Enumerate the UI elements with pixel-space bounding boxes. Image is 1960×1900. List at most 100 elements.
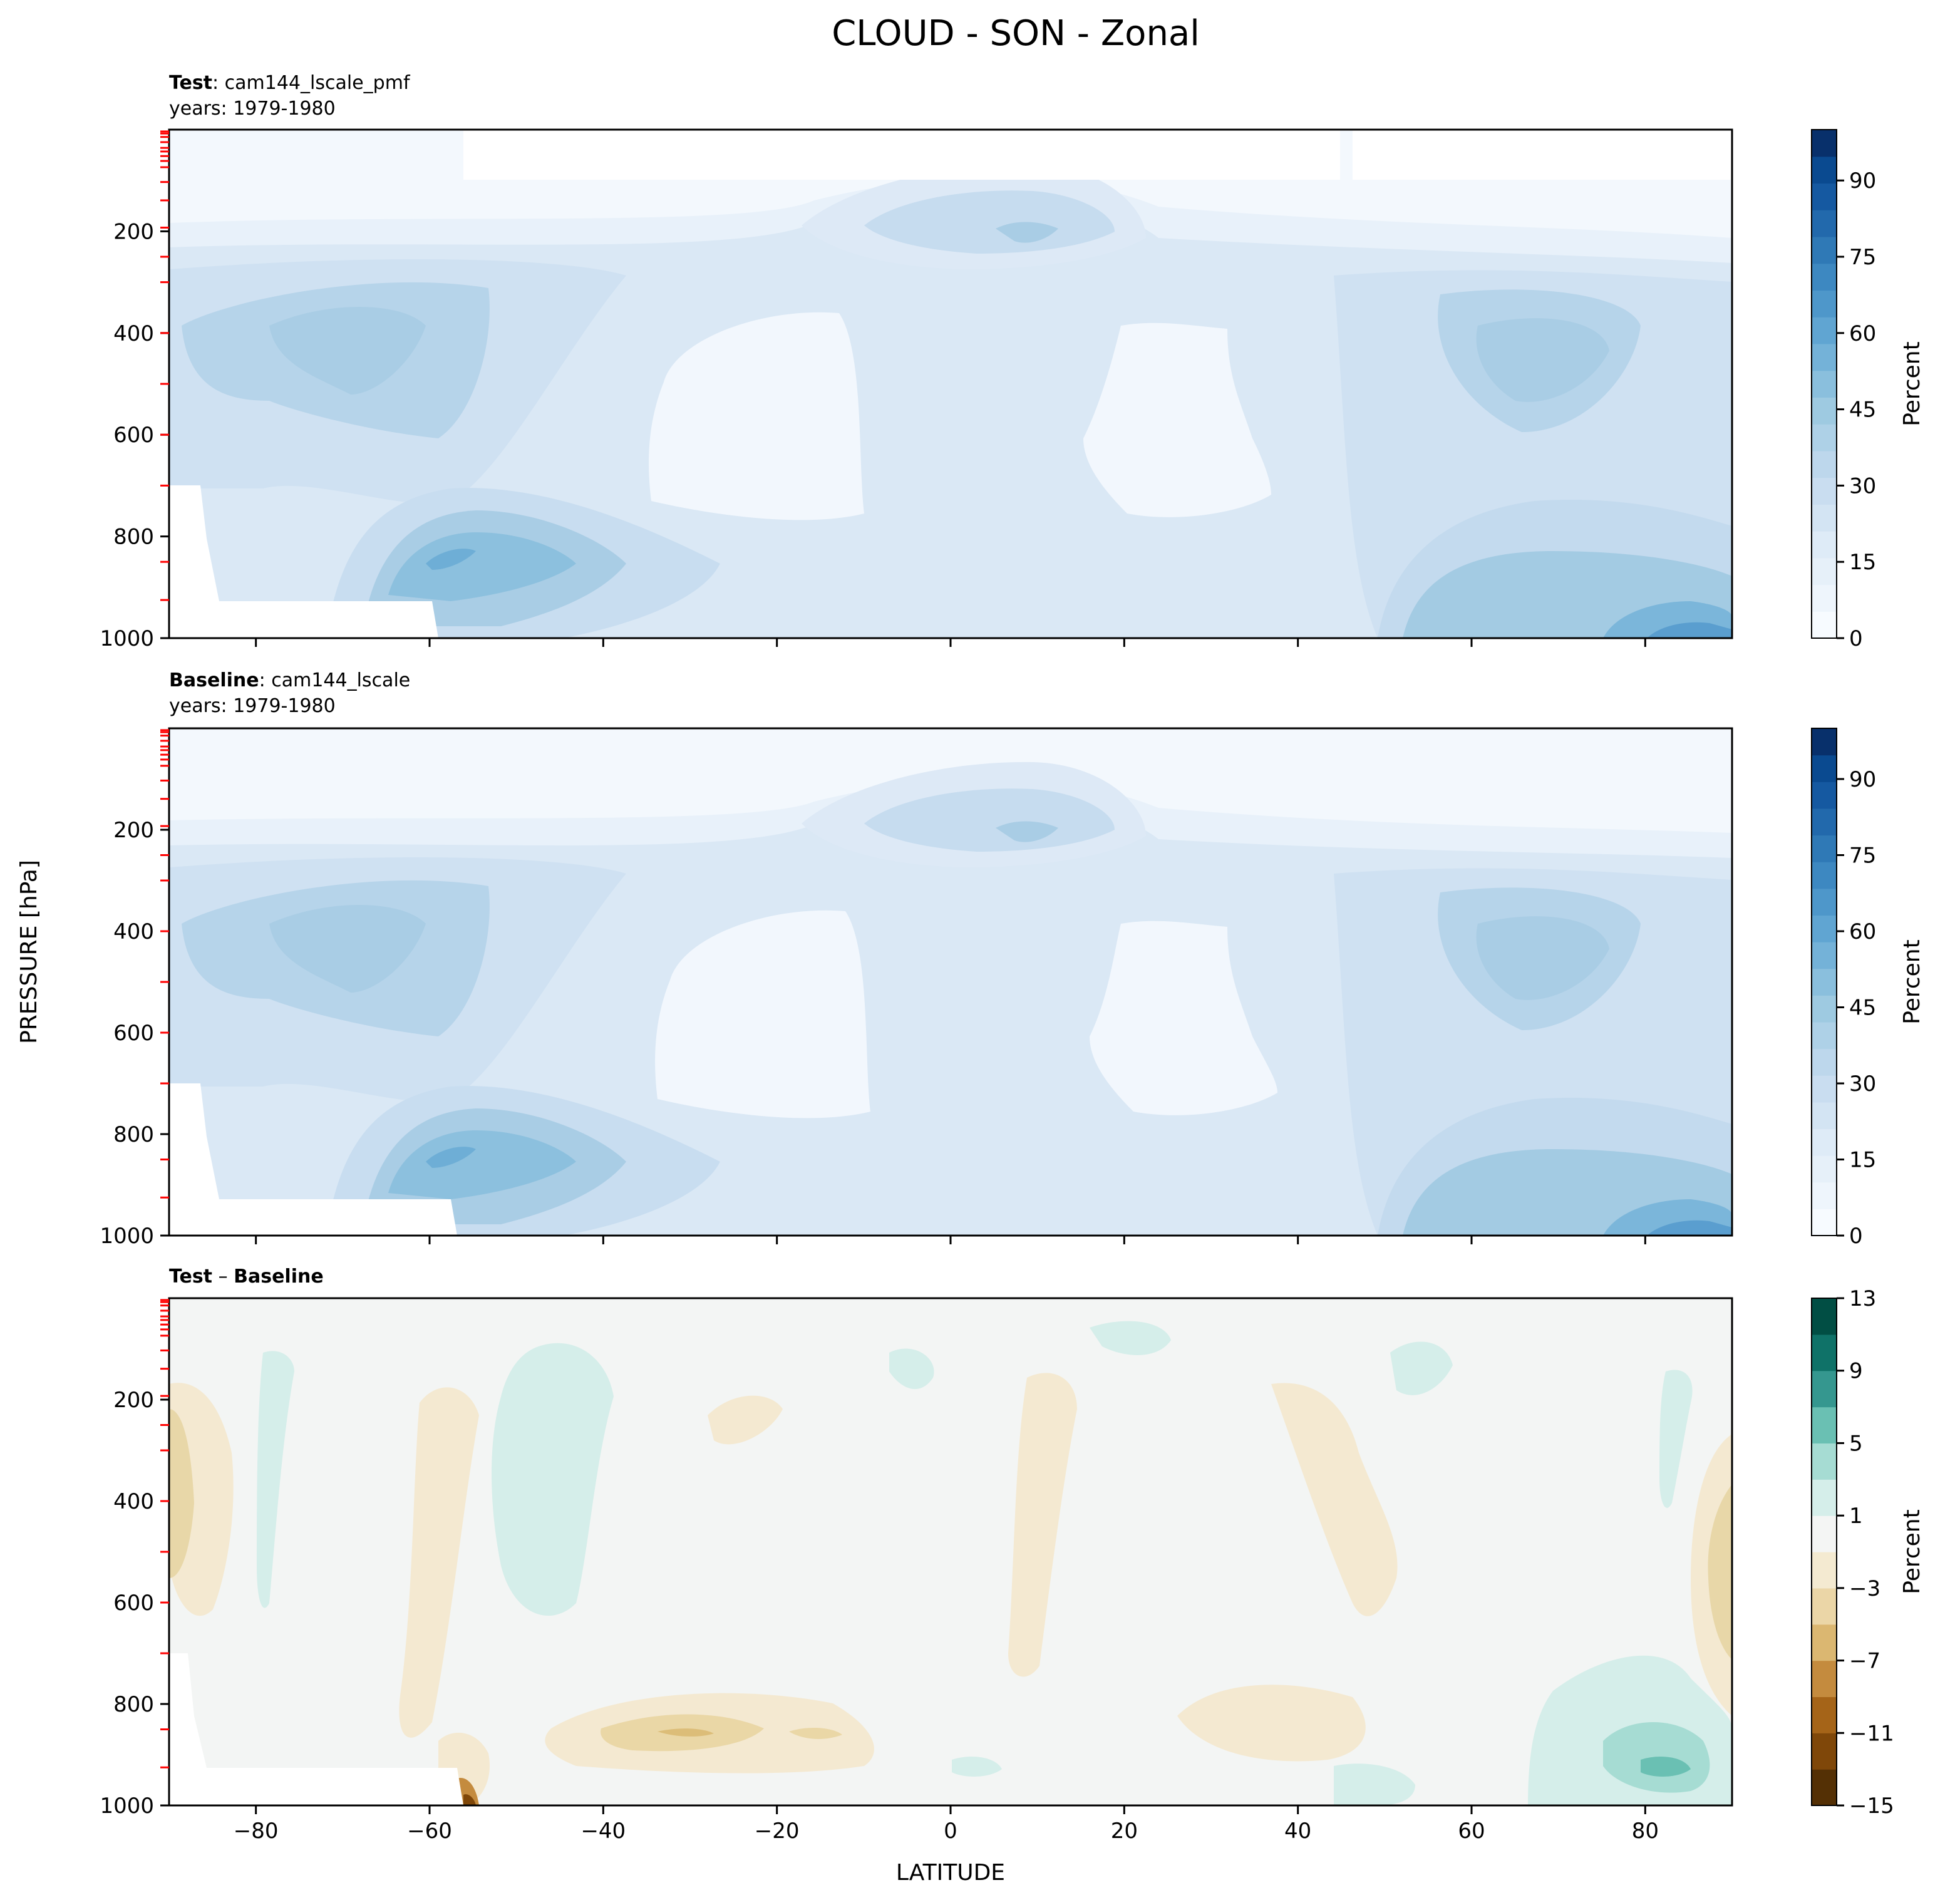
colorbar-tick-label: −15 xyxy=(1849,1794,1894,1819)
colorbar-swatch xyxy=(1812,156,1837,184)
contour-band-32 xyxy=(269,307,426,395)
colorbar-tick-label: 60 xyxy=(1849,919,1876,944)
y-tick-label: 400 xyxy=(113,321,154,346)
colorbar-swatch xyxy=(1812,888,1837,916)
colorbar-swatch xyxy=(1812,1552,1837,1589)
colorbar-swatch xyxy=(1812,504,1837,532)
figure-title: CLOUD - SON - Zonal xyxy=(832,13,1200,54)
colorbar-tick-label: 9 xyxy=(1849,1359,1863,1384)
colorbar-tick-label: 75 xyxy=(1849,844,1876,869)
colorbar-label: Percent xyxy=(1899,1509,1925,1594)
contour-negative xyxy=(399,1387,479,1738)
colorbar-swatch xyxy=(1812,1128,1837,1156)
contour-positive xyxy=(1334,1763,1415,1805)
contour-negative xyxy=(708,1395,783,1445)
y-tick-label: 400 xyxy=(113,1489,154,1514)
contour-positive xyxy=(1090,1321,1171,1355)
colorbar-swatch xyxy=(1812,1102,1837,1130)
colorbar-frame xyxy=(1811,129,1837,639)
contour-field-baseline xyxy=(169,728,1732,1236)
colorbar-swatch xyxy=(1812,1182,1837,1209)
colorbar-tick-label: −7 xyxy=(1849,1649,1880,1674)
colorbar-swatch xyxy=(1812,477,1837,505)
colorbar-swatch xyxy=(1812,611,1837,639)
contour-positive xyxy=(889,1348,934,1390)
contour-upper-tropics-3 xyxy=(996,821,1058,842)
colorbar-label: Percent xyxy=(1899,939,1925,1024)
colorbar-swatch xyxy=(1812,397,1837,425)
colorbar-tick-label: 0 xyxy=(1849,1224,1863,1249)
colorbar-tick-label: 15 xyxy=(1849,1148,1876,1173)
contour-positive xyxy=(952,1757,1002,1777)
colorbar-swatch xyxy=(1812,1075,1837,1103)
colorbar-swatch xyxy=(1812,450,1837,478)
contour-nh-lowlevel-4 xyxy=(1647,1220,1732,1236)
colorbar-swatch xyxy=(1812,317,1837,344)
y-tick-label: 1000 xyxy=(100,1794,154,1819)
contour-sh-lowlevel-4 xyxy=(426,1147,476,1168)
contour-negative xyxy=(658,1728,714,1737)
colorbar-swatch xyxy=(1812,728,1837,756)
colorbar-swatch xyxy=(1812,808,1837,836)
panel-difference-title: Test – Baseline xyxy=(169,1266,324,1288)
colorbar-swatch xyxy=(1812,1298,1837,1335)
missing-mask-antarctic xyxy=(169,1083,457,1236)
contour-band-32b xyxy=(1476,318,1609,402)
colorbar-frame xyxy=(1811,1298,1837,1806)
y-tick-label: 400 xyxy=(113,919,154,944)
contour-negative xyxy=(1008,1373,1077,1677)
y-tick-label: 1000 xyxy=(100,1224,154,1249)
colorbar-tick-label: 60 xyxy=(1849,321,1876,346)
x-tick-label: −40 xyxy=(580,1819,626,1844)
panel-test-years: years: 1979-1980 xyxy=(169,98,336,120)
missing-mask-top xyxy=(463,130,1340,180)
colorbar-swatch xyxy=(1812,130,1837,157)
y-tick-label: 600 xyxy=(113,423,154,448)
y-tick-label: 600 xyxy=(113,1021,154,1046)
colorbar-tick-label: 45 xyxy=(1849,398,1876,423)
missing-mask-antarctic xyxy=(169,485,438,638)
colorbar-swatch xyxy=(1812,1155,1837,1183)
panel-baseline-years: years: 1979-1980 xyxy=(169,695,336,717)
contour-clear-nh xyxy=(1083,323,1271,517)
colorbar-difference: 13 9 5 1 −3 −7 −11 −15 Percent xyxy=(1811,1286,1925,1819)
contour-negative xyxy=(1271,1383,1398,1616)
colorbar-swatch xyxy=(1812,424,1837,452)
colorbar-swatch xyxy=(1812,210,1837,237)
colorbar-swatch xyxy=(1812,236,1837,264)
contour-positive xyxy=(1659,1370,1693,1508)
contour-upper-tropics-2 xyxy=(864,190,1115,254)
contour-upper-tropics-3 xyxy=(996,222,1058,243)
x-tick-label: −80 xyxy=(234,1819,279,1844)
y-tick-label: 200 xyxy=(113,219,154,244)
colorbar-swatch xyxy=(1812,290,1837,318)
colorbar-tick-label: 15 xyxy=(1849,550,1876,575)
colorbar-tick-label: 0 xyxy=(1849,626,1863,651)
axes-test: 200 400 600 800 1000 xyxy=(100,130,1646,651)
panel-baseline: Baseline: cam144_lscale years: 1979-1980 xyxy=(100,669,1925,1249)
missing-mask-antarctic xyxy=(169,1653,463,1805)
colorbar-tick-label: 30 xyxy=(1849,1071,1876,1097)
contour-field-difference xyxy=(169,1298,1732,1805)
colorbar-tick-label: 75 xyxy=(1849,245,1876,270)
colorbar-swatch xyxy=(1812,1443,1837,1480)
y-tick-label: 600 xyxy=(113,1591,154,1616)
panel-difference: Test – Baseline xyxy=(100,1266,1925,1844)
colorbar-swatch xyxy=(1812,263,1837,291)
contour-positive xyxy=(492,1343,614,1616)
y-tick-label: 1000 xyxy=(100,626,154,651)
y-axis-label: PRESSURE [hPa] xyxy=(16,860,42,1044)
panel-test-title: Test: cam144_lscale_pmf xyxy=(169,72,411,94)
colorbar-swatch xyxy=(1812,995,1837,1023)
colorbar-tick-label: 90 xyxy=(1849,767,1876,792)
colorbar-swatch xyxy=(1812,755,1837,782)
colorbar-swatch xyxy=(1812,557,1837,586)
panel-baseline-title: Baseline: cam144_lscale xyxy=(169,669,410,691)
colorbar-swatch xyxy=(1812,968,1837,996)
colorbar-swatch xyxy=(1812,584,1837,612)
x-tick-label: −20 xyxy=(755,1819,800,1844)
y-tick-label: 200 xyxy=(113,1388,154,1413)
y-tick-label: 800 xyxy=(113,1122,154,1147)
colorbar-test: 0 15 30 45 60 75 90 Percent xyxy=(1811,129,1925,651)
colorbar-swatch xyxy=(1812,1588,1837,1625)
